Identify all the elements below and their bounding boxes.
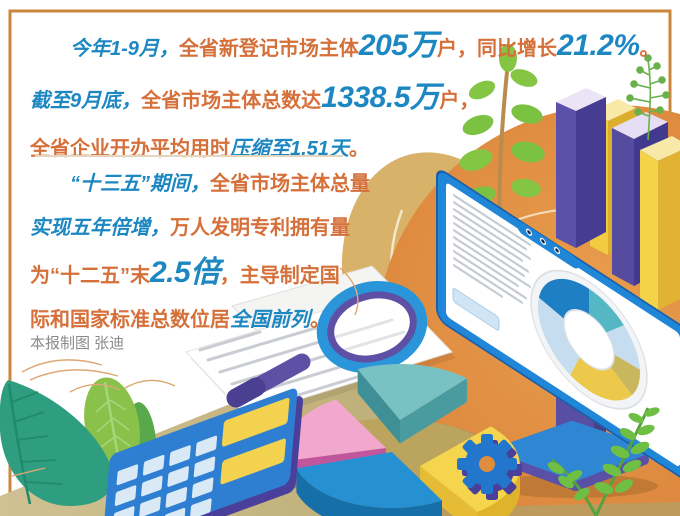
stat-text: 实现五年倍增， <box>30 217 170 239</box>
stat-number: 1338.5万 <box>321 81 440 114</box>
stat-line-6: 为“十二五”末2.5倍，主导制定国 <box>30 251 410 299</box>
stat-text: 全省市场主体总量 <box>210 173 370 195</box>
divider <box>35 155 343 157</box>
stat-number: 2.5倍 <box>150 256 220 289</box>
stat-text: 今年1-9月， <box>70 38 179 60</box>
camera-notch <box>517 221 579 269</box>
stat-line-7: 际和国家标准总数位居全国前列。 <box>30 299 410 343</box>
calculator-yellow-key <box>220 438 286 485</box>
stat-text: 。 <box>310 309 330 331</box>
stat-text: 户， <box>439 90 480 112</box>
magnifier-icon <box>226 281 428 408</box>
stat-text: 全省企业开办平均用时 <box>30 138 230 160</box>
stat-text: ，主导制定国 <box>219 265 340 287</box>
gear-icon <box>457 434 522 500</box>
fern-illustration <box>547 407 660 516</box>
stats-paragraph-2: “十三五”期间，全省市场主体总量 实现五年倍增，万人发明专利拥有量 为“十二五”… <box>30 163 410 343</box>
stat-number: 21.2% <box>556 29 640 62</box>
calculator-keys <box>112 435 218 516</box>
stat-line-4: “十三五”期间，全省市场主体总量 <box>30 163 410 207</box>
donut-chart-illustration <box>530 269 648 410</box>
stat-text: 截至9月底， <box>30 90 142 112</box>
book-purple-left <box>556 88 606 248</box>
stat-number: 205万 <box>358 29 438 62</box>
screen-text-lines <box>453 193 531 304</box>
stats-paragraph-1: 今年1-9月，全省新登记市场主体205万户，同比增长21.2%。 截至9月底，全… <box>30 22 662 174</box>
stat-line-5: 实现五年倍增，万人发明专利拥有量 <box>30 207 410 251</box>
book-yellow-right <box>640 136 680 310</box>
stat-line-3: 全省企业开办平均用时压缩至1.51天。 <box>30 126 662 174</box>
deco-lines <box>11 267 359 477</box>
stat-text: 。 <box>639 38 660 60</box>
stat-text: 为“十二五”末 <box>30 265 150 287</box>
stat-text: 户，同比增长 <box>436 38 557 60</box>
pie-slice-teal <box>357 364 467 444</box>
stat-text: 。 <box>348 138 369 160</box>
stat-text: 万人发明专利拥有量 <box>170 217 350 239</box>
stat-text: 际和国家标准总数位居 <box>30 309 230 331</box>
calculator-display <box>221 397 290 447</box>
stat-text: 全省新登记市场主体 <box>178 38 359 60</box>
leaves-illustration <box>0 377 157 506</box>
pie-slice-blue <box>296 452 443 516</box>
stat-text: “十三五”期间， <box>70 173 210 195</box>
screen-button <box>452 288 500 331</box>
calculator-illustration <box>102 388 304 516</box>
credit-line: 本报制图 张迪 <box>30 335 125 352</box>
books-illustration <box>556 88 680 310</box>
sprig-illustration <box>626 54 670 141</box>
leaf-teal-big <box>0 380 114 506</box>
camera-dots <box>525 228 560 255</box>
monitor-illustration <box>436 170 680 480</box>
stat-line-1: 今年1-9月，全省新登记市场主体205万户，同比增长21.2%。 <box>30 22 662 74</box>
stat-line-2: 截至9月底，全省市场主体总数达1338.5万户， <box>30 74 662 126</box>
stat-text: 全省市场主体总数达 <box>141 90 322 112</box>
stat-text: 压缩至1.51天 <box>230 138 349 160</box>
documents-illustration <box>185 265 456 422</box>
stat-text: 全国前列 <box>230 309 310 331</box>
